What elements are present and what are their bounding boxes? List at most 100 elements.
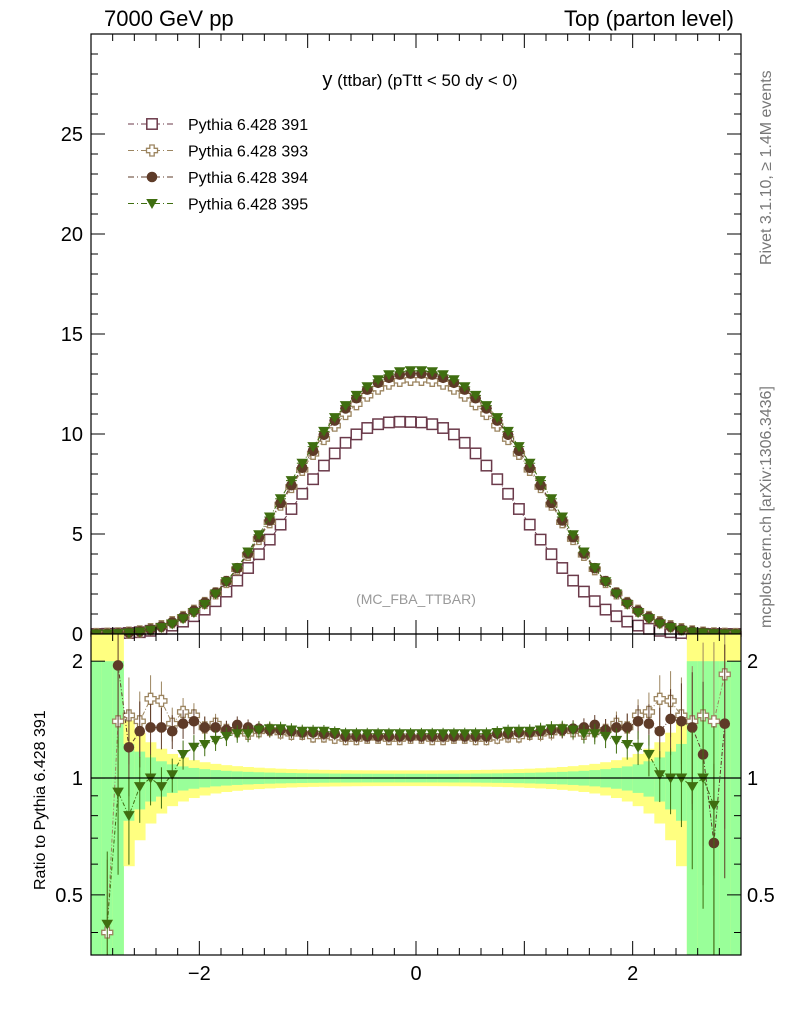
data-point bbox=[686, 627, 699, 638]
data-point bbox=[513, 442, 525, 453]
data-point bbox=[350, 390, 363, 401]
legend-label: Pythia 6.428 391 bbox=[188, 117, 308, 134]
y-tick-label: 20 bbox=[61, 224, 83, 246]
legend-marker bbox=[146, 199, 158, 209]
data-point bbox=[415, 416, 428, 429]
data-point bbox=[578, 547, 590, 558]
ratio-point bbox=[188, 742, 200, 753]
data-point bbox=[642, 622, 655, 635]
plot-title-rest: (ttbar) (pTtt < 50 dy < 0) bbox=[332, 71, 517, 90]
series-4-group bbox=[90, 366, 742, 640]
data-point bbox=[621, 615, 634, 628]
data-point bbox=[469, 390, 482, 401]
data-point bbox=[523, 458, 536, 469]
data-point bbox=[534, 533, 547, 546]
data-point bbox=[393, 367, 406, 378]
ratio-point bbox=[112, 787, 124, 798]
ratio-y-tick-label: 1 bbox=[72, 768, 83, 790]
legend: Pythia 6.428 391 Pythia 6.428 393 Pythia 6… bbox=[128, 117, 308, 214]
data-point bbox=[307, 442, 319, 453]
data-point bbox=[263, 533, 276, 546]
ratio-point bbox=[307, 726, 319, 737]
data-point bbox=[144, 625, 157, 636]
ratio-point bbox=[534, 725, 547, 736]
data-point bbox=[166, 619, 179, 630]
data-point bbox=[437, 370, 449, 381]
ratio-point bbox=[599, 731, 612, 742]
data-point bbox=[274, 494, 287, 505]
ratio-point bbox=[404, 729, 417, 740]
ratio-point bbox=[220, 731, 233, 742]
data-point bbox=[426, 418, 439, 431]
ratio-point bbox=[198, 740, 211, 751]
ratio-point bbox=[209, 735, 222, 746]
data-point bbox=[361, 382, 374, 393]
ratio-point bbox=[458, 729, 471, 740]
y-tick-label: 5 bbox=[72, 524, 83, 546]
data-point bbox=[632, 619, 645, 632]
ratio-point bbox=[231, 729, 244, 740]
data-point bbox=[350, 428, 363, 441]
x-tick-label: 0 bbox=[410, 963, 421, 985]
data-point bbox=[545, 548, 558, 561]
data-point bbox=[361, 422, 374, 434]
data-point bbox=[653, 619, 666, 630]
ratio-series-4-group bbox=[101, 705, 720, 955]
ratio-point bbox=[242, 729, 254, 740]
data-point bbox=[404, 366, 417, 377]
ratio-y-tick-label-right: 1 bbox=[747, 768, 758, 790]
ratio-point bbox=[134, 725, 146, 737]
data-point bbox=[534, 476, 547, 487]
ratio-point bbox=[263, 724, 276, 735]
ratio-point bbox=[523, 726, 536, 737]
ratio-point bbox=[350, 729, 363, 740]
ratio-point bbox=[654, 725, 666, 737]
ratio-point bbox=[632, 742, 644, 753]
ratio-point bbox=[144, 692, 157, 705]
ratio-point bbox=[123, 811, 135, 822]
ratio-point bbox=[610, 735, 623, 746]
data-point bbox=[577, 585, 590, 598]
data-point bbox=[177, 614, 189, 625]
data-point bbox=[556, 562, 569, 574]
ratio-point bbox=[177, 749, 189, 760]
ratio-point bbox=[653, 770, 666, 781]
ratio-point bbox=[177, 718, 189, 730]
ratio-point bbox=[567, 725, 579, 736]
data-point bbox=[383, 370, 395, 381]
data-point bbox=[188, 608, 200, 619]
ratio-band-inner bbox=[643, 761, 655, 797]
data-point bbox=[296, 487, 309, 500]
data-point bbox=[512, 503, 525, 515]
ratio-point bbox=[372, 729, 384, 740]
data-point bbox=[458, 382, 471, 393]
ratio-point bbox=[253, 725, 265, 736]
data-point bbox=[502, 487, 515, 500]
data-point bbox=[469, 447, 482, 460]
ratio-band-inner bbox=[91, 661, 103, 955]
ratio-point bbox=[556, 724, 569, 735]
plot-title-main: y bbox=[322, 69, 332, 91]
ratio-y-tick-label-right: 0.5 bbox=[747, 885, 775, 907]
ratio-point bbox=[155, 694, 168, 708]
y-tick-label: 10 bbox=[61, 424, 83, 446]
header-process-label: Top (parton level) bbox=[564, 6, 734, 31]
ratio-point bbox=[361, 729, 374, 740]
data-point bbox=[556, 512, 569, 523]
x-tick-label: −2 bbox=[188, 963, 211, 985]
data-point bbox=[491, 473, 504, 486]
data-point bbox=[480, 401, 493, 412]
ratio-band-inner bbox=[730, 661, 742, 955]
ratio-point bbox=[513, 726, 525, 737]
legend-marker bbox=[145, 144, 159, 157]
data-point bbox=[643, 614, 655, 625]
ratio-point bbox=[643, 718, 655, 730]
legend-marker bbox=[146, 118, 158, 130]
data-point bbox=[523, 518, 536, 531]
ratio-point bbox=[145, 722, 156, 733]
data-point bbox=[448, 375, 460, 386]
data-point bbox=[372, 418, 385, 431]
header-energy-label: 7000 GeV pp bbox=[104, 6, 234, 31]
